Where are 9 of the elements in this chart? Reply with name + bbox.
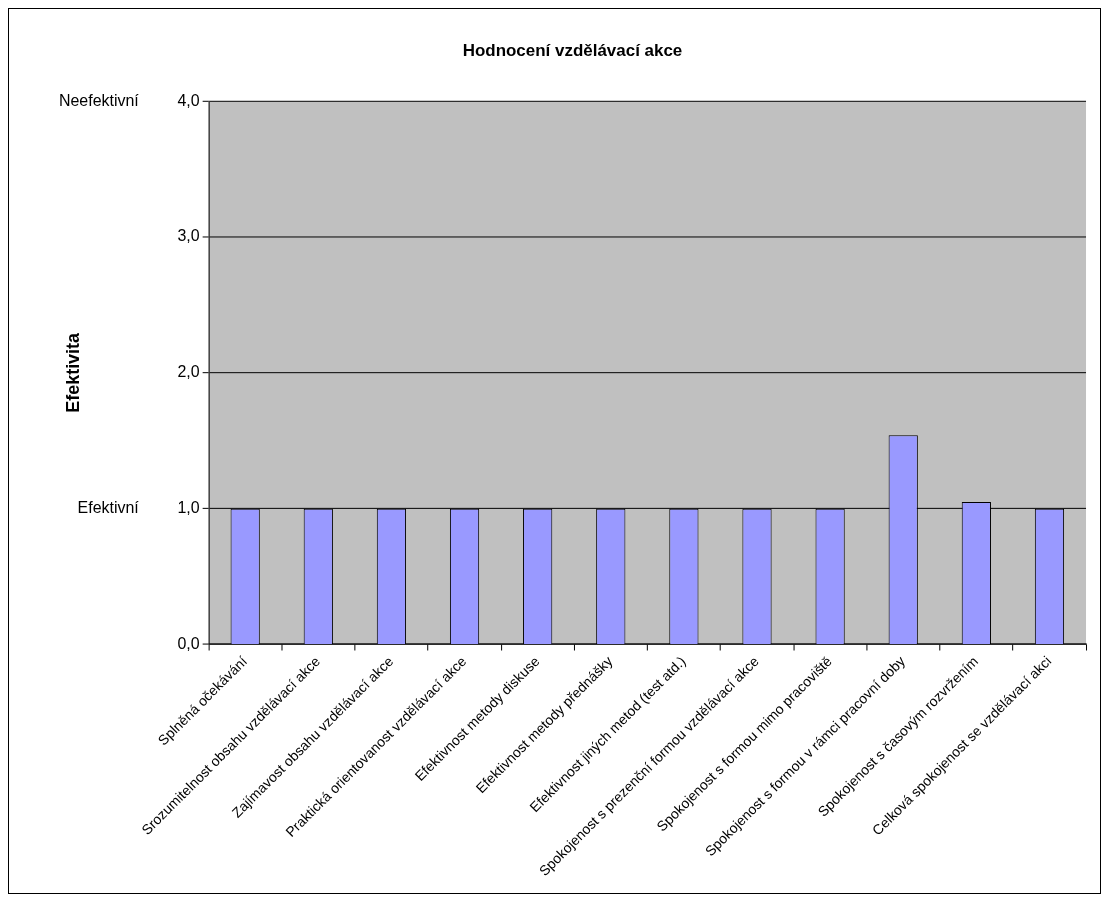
y-tick-label: 0,0 [177, 634, 200, 652]
y-tick-label: 4,0 [177, 91, 200, 109]
y-tick-label: 2,0 [177, 363, 200, 381]
text: Neefektivní [58, 91, 140, 109]
chart-title: Hodnocení vzdělávací akce [462, 40, 683, 60]
y-tick-label: 1,0 [177, 499, 200, 517]
y-tick-label: 3,0 [177, 227, 200, 245]
y-axis-title: Efektivita [62, 331, 83, 413]
text: Efektivní [77, 499, 140, 517]
